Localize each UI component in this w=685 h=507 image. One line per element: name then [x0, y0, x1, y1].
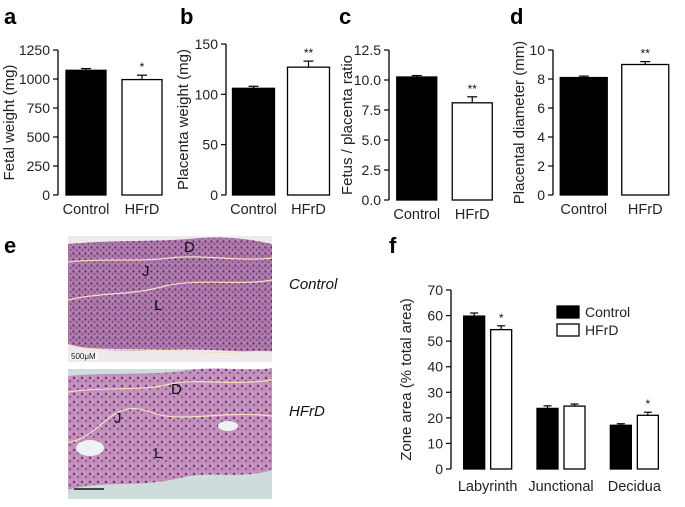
bar: [609, 424, 632, 470]
x-category-label: Control: [230, 202, 277, 218]
significance-marker: **: [304, 46, 314, 60]
bar: [396, 76, 438, 201]
panel-letter-a: a: [4, 4, 17, 29]
y-tick-label: 0: [210, 187, 218, 203]
zone-label-d-hfrd: D: [171, 381, 182, 398]
bar: [559, 76, 608, 196]
bar: [463, 315, 486, 470]
x-category-label: HFrD: [125, 202, 160, 218]
x-category-label: Control: [63, 202, 110, 218]
y-tick-label: 10: [529, 42, 545, 58]
x-category-label: Labyrinth: [458, 479, 518, 495]
zone-boundary-j: [67, 279, 273, 301]
bar: [621, 63, 670, 196]
tissue-section-hfrd: [68, 368, 272, 490]
zone-label-d-control: D: [184, 239, 195, 256]
y-tick-label: 8: [537, 71, 545, 87]
y-tick-label: 50: [202, 137, 218, 153]
y-tick-label: 10: [427, 435, 443, 451]
y-tick-label: 150: [195, 36, 219, 52]
significance-marker: *: [140, 60, 145, 74]
significance-marker: **: [641, 47, 651, 61]
scale-bar-label: 500μM: [71, 352, 96, 361]
y-axis-title: Placental diameter (mm): [511, 41, 528, 204]
y-tick-label: 5.0: [362, 132, 382, 148]
y-axis-title: Zone area (% total area): [398, 298, 415, 461]
bar: [65, 69, 107, 196]
significance-marker: *: [499, 311, 504, 325]
significance-marker: **: [468, 82, 478, 96]
y-tick-label: 0: [435, 461, 443, 477]
y-tick-label: 12.5: [354, 42, 381, 58]
x-category-label: Control: [393, 207, 440, 223]
y-tick-label: 750: [27, 100, 51, 116]
bar: [536, 407, 559, 470]
y-tick-label: 2.5: [362, 162, 382, 178]
y-tick-label: 6: [537, 100, 545, 116]
legend-label: HFrD: [585, 322, 618, 338]
y-tick-label: 10.0: [354, 72, 381, 88]
y-axis-title: Fetus / placenta ratio: [339, 55, 356, 195]
micrograph-hfrd-label: HFrD: [289, 403, 325, 420]
bar: [451, 102, 493, 201]
micrograph-control-label: Control: [289, 276, 338, 293]
y-tick-label: 500: [27, 129, 51, 145]
zone-label-j-control: J: [142, 263, 150, 280]
significance-marker: *: [645, 397, 650, 411]
y-axis-title: Fetal weight (mg): [1, 65, 18, 181]
panel-letter-e: e: [4, 233, 16, 258]
y-tick-label: 1250: [19, 42, 50, 58]
y-tick-label: 50: [427, 333, 443, 349]
y-tick-label: 250: [27, 158, 51, 174]
zone-boundary-d: [67, 256, 273, 263]
panel-letter-d: d: [510, 4, 523, 29]
x-category-label: HFrD: [455, 207, 490, 223]
legend-label: Control: [585, 304, 630, 320]
bar: [231, 87, 276, 196]
zone-label-j-hfrd: J: [114, 410, 122, 427]
panel-letter-b: b: [180, 4, 193, 29]
x-category-label: Junctional: [528, 479, 593, 495]
x-category-label: Control: [560, 202, 607, 218]
bar: [121, 78, 163, 196]
y-tick-label: 0: [42, 187, 50, 203]
x-category-label: Decidua: [608, 479, 662, 495]
panel-letter-c: c: [339, 4, 351, 29]
y-tick-label: 40: [427, 359, 443, 375]
micrograph-hfrd: D J L: [67, 368, 273, 499]
y-tick-label: 2: [537, 158, 545, 174]
zone-label-l-hfrd: L: [154, 445, 162, 462]
y-tick-label: 70: [427, 282, 443, 298]
bar: [636, 414, 659, 470]
bar: [563, 405, 586, 470]
x-category-label: HFrD: [291, 202, 326, 218]
legend-swatch: [556, 323, 580, 337]
x-category-label: HFrD: [628, 202, 663, 218]
chart-zone-area: 0 10 20 30 40 50 60 70 Zone area (% total area) *…: [398, 282, 662, 495]
y-tick-label: 20: [427, 410, 443, 426]
y-tick-label: 30: [427, 384, 443, 400]
legend-swatch: [556, 305, 580, 319]
y-tick-label: 0: [537, 187, 545, 203]
micrograph-control: D J L 500μM: [67, 236, 273, 362]
tissue-section-control: [68, 237, 272, 352]
y-tick-label: 4: [537, 129, 545, 145]
y-tick-label: 100: [195, 86, 219, 102]
bar: [490, 328, 513, 470]
y-tick-label: 60: [427, 308, 443, 324]
bar: [286, 66, 331, 196]
zone-label-l-control: L: [154, 297, 162, 314]
y-tick-label: 1000: [19, 71, 50, 87]
y-tick-label: 7.5: [362, 102, 382, 118]
panel-letter-f: f: [389, 233, 397, 258]
y-axis-title: Placenta weight (mg): [175, 49, 192, 190]
y-tick-label: 0.0: [362, 192, 382, 208]
